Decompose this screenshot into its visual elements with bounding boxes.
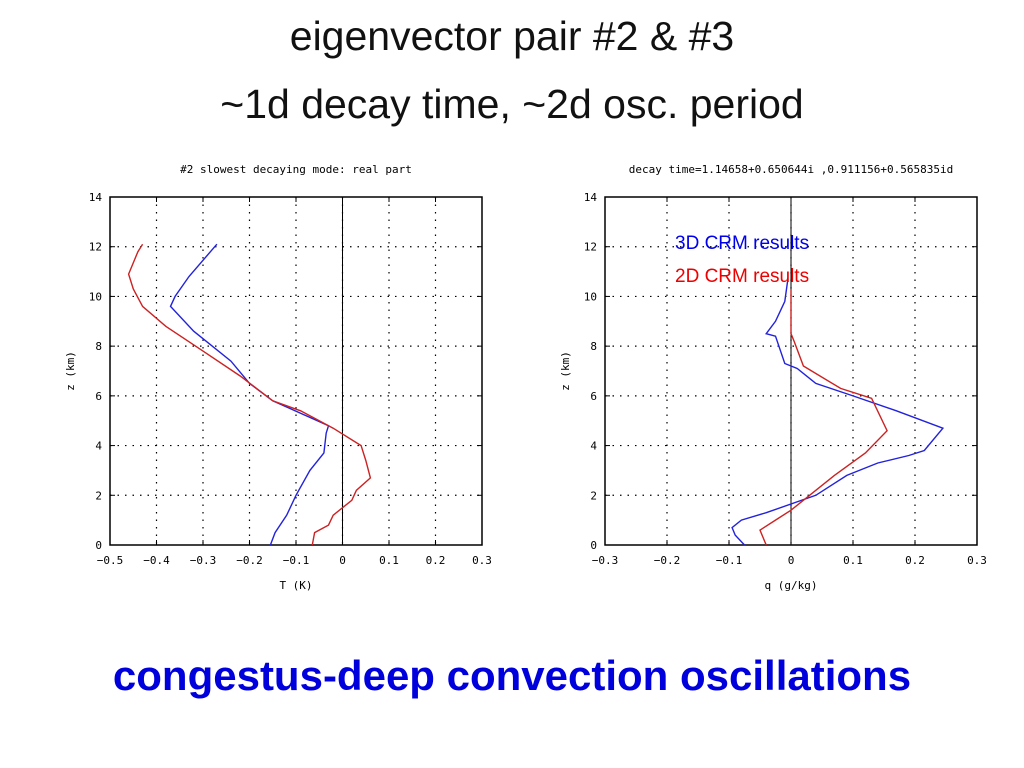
moist-chart-ytick-label: 8	[590, 340, 597, 353]
moist-chart-xtick-label: 0.3	[967, 554, 987, 567]
moist-chart-ylabel: z (km)	[559, 351, 572, 391]
moist-chart-ytick-label: 0	[590, 539, 597, 552]
temp-chart-ytick-label: 0	[95, 539, 102, 552]
temp-chart-ytick-label: 14	[89, 191, 103, 204]
moist-chart-series-blue-line	[731, 278, 945, 546]
moist-chart-ytick-label: 6	[590, 390, 597, 403]
temp-chart-xtick-label: 0.1	[379, 554, 399, 567]
temp-chart-ytick-label: 6	[95, 390, 102, 403]
moist-chart-xtick-label: 0.1	[843, 554, 863, 567]
moist-chart-xtick-label: −0.1	[716, 554, 743, 567]
temp-chart-xtick-label: 0.3	[472, 554, 492, 567]
slide-title-line2: ~1d decay time, ~2d osc. period	[220, 81, 804, 127]
chart-temperature-svg: −0.5 −0.4 −0.3 −0.2 −0.1 0 0.1 0.2 0.3 0 2 4 6 8 10 12 1…	[64, 163, 492, 592]
temp-chart-xlabel: T (K)	[279, 579, 312, 592]
temp-chart-ylabel: z (km)	[64, 351, 77, 391]
moist-chart-ytick-label: 12	[584, 241, 597, 254]
temp-chart-ytick-label: 10	[89, 290, 102, 303]
moist-chart-ytick-label: 14	[584, 191, 598, 204]
temp-chart-xtick-label: −0.2	[236, 554, 263, 567]
temp-chart-xtick-label: −0.5	[97, 554, 124, 567]
temp-chart-title: #2 slowest decaying mode: real part	[180, 163, 412, 176]
temp-chart-xtick-label: −0.3	[190, 554, 217, 567]
moist-chart-xlabel: q (g/kg)	[765, 579, 818, 592]
moist-chart-xtick-label: 0.2	[905, 554, 925, 567]
slide-title-line1: eigenvector pair #2 & #3	[289, 13, 735, 59]
temp-chart-ytick-label: 8	[95, 340, 102, 353]
moist-chart-legend-entry: 2D CRM results	[675, 266, 809, 287]
chart-moisture: −0.3 −0.2 −0.1 0 0.1 0.2 0.3 0 2 4 6 8 10 12 14 decay t…	[545, 155, 995, 605]
temp-chart-ytick-label: 4	[95, 440, 102, 453]
moist-chart-xtick-label: −0.3	[592, 554, 619, 567]
chart-temperature: −0.5 −0.4 −0.3 −0.2 −0.1 0 0.1 0.2 0.3 0 2 4 6 8 10 12 1…	[50, 155, 500, 605]
temp-chart-xtick-label: 0	[339, 554, 346, 567]
moist-chart-title: decay time=1.14658+0.650644i ,0.911156+0…	[629, 163, 954, 176]
moist-chart-xtick-label: −0.2	[654, 554, 681, 567]
temp-chart-xtick-label: −0.4	[143, 554, 170, 567]
moist-chart-ytick-label: 4	[590, 440, 597, 453]
moist-chart-ytick-label: 2	[590, 489, 597, 502]
temp-chart-ytick-label: 2	[95, 489, 102, 502]
temp-chart-ytick-label: 12	[89, 241, 102, 254]
temp-chart-xtick-label: −0.1	[283, 554, 310, 567]
temp-chart-xtick-label: 0.2	[426, 554, 446, 567]
moist-chart-legend-entry: 3D CRM results	[675, 233, 809, 254]
chart-moisture-svg: −0.3 −0.2 −0.1 0 0.1 0.2 0.3 0 2 4 6 8 10 12 14 decay t…	[559, 163, 987, 592]
temp-chart-series-red-line	[127, 243, 372, 546]
temp-chart-series-blue-line	[169, 243, 330, 546]
moist-chart-series-red-line	[759, 289, 888, 546]
slide-footer-caption: congestus-deep convection oscillations	[112, 652, 912, 699]
moist-chart-xtick-label: 0	[788, 554, 795, 567]
moist-chart-ytick-label: 10	[584, 290, 597, 303]
